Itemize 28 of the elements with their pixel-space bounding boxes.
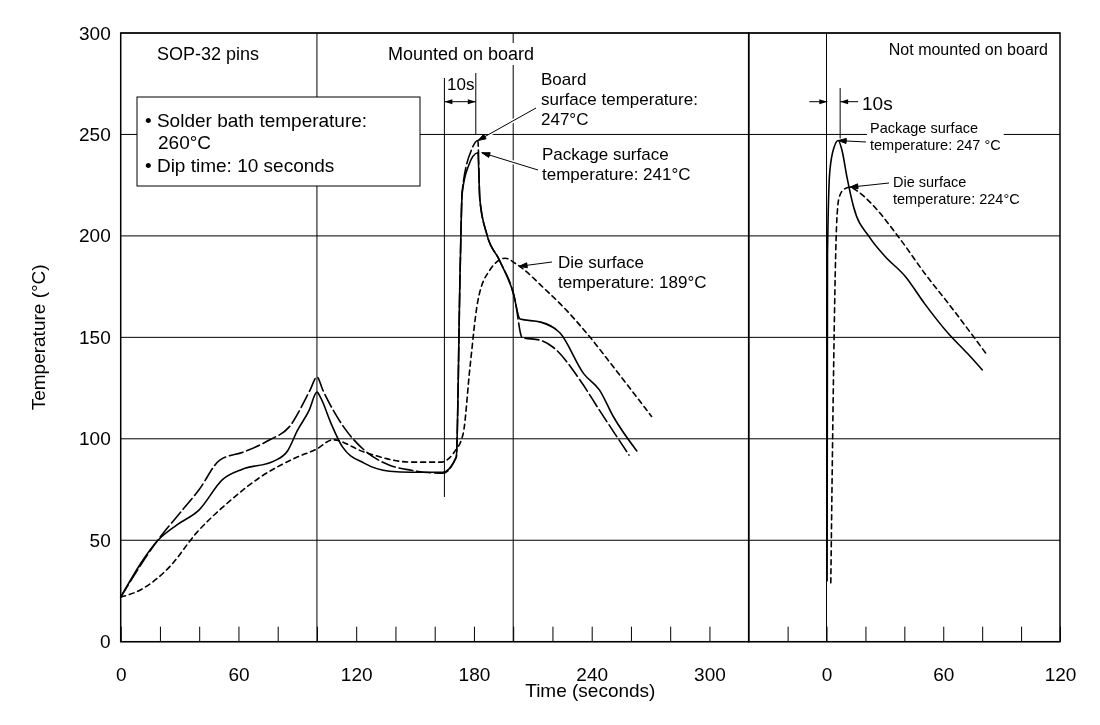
annotation: 10s <box>447 75 475 94</box>
annotation: Die surface temperature: 224°C <box>893 174 1020 208</box>
y-tick-label: 0 <box>100 631 111 653</box>
annotation: Not mounted on board <box>888 41 1048 58</box>
y-axis-title: Temperature (°C) <box>28 264 49 411</box>
x-tick-label: 120 <box>340 664 373 686</box>
y-tick-label: 250 <box>79 124 111 146</box>
x-tick-label: 300 <box>694 664 726 686</box>
x-tick-label: 60 <box>933 664 955 686</box>
x-tick-label: 0 <box>821 664 833 686</box>
annotation: • Solder bath temperature: 260°C • Dip time: 10 seconds <box>145 110 368 176</box>
annotation: Mounted on board <box>388 44 535 64</box>
y-tick-label: 200 <box>79 225 111 247</box>
x-tick-label: 0 <box>115 664 127 686</box>
annotation: 10s <box>862 93 893 114</box>
y-tick-label: 300 <box>79 22 111 44</box>
x-tick-label: 180 <box>458 664 491 686</box>
annotation: Die surface temperature: 189°C <box>558 253 707 293</box>
y-tick-label: 150 <box>79 326 111 348</box>
annotation: SOP-32 pins <box>157 44 260 64</box>
y-tick-label: 100 <box>79 428 111 450</box>
y-tick-label: 50 <box>89 529 111 551</box>
annotation: Package surface temperature: 241°C <box>542 145 691 185</box>
x-tick-label: 120 <box>1044 664 1077 686</box>
annotation: Package surface temperature: 247 °C <box>870 120 1001 154</box>
annotation: Board surface temperature: 247°C <box>541 70 698 130</box>
x-axis-title: Time (seconds) <box>525 680 656 701</box>
x-tick-label: 60 <box>228 664 250 686</box>
